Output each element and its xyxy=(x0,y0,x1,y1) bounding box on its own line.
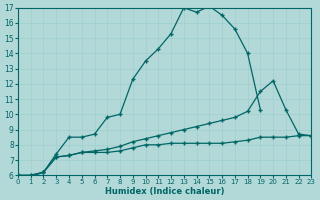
X-axis label: Humidex (Indice chaleur): Humidex (Indice chaleur) xyxy=(105,187,224,196)
